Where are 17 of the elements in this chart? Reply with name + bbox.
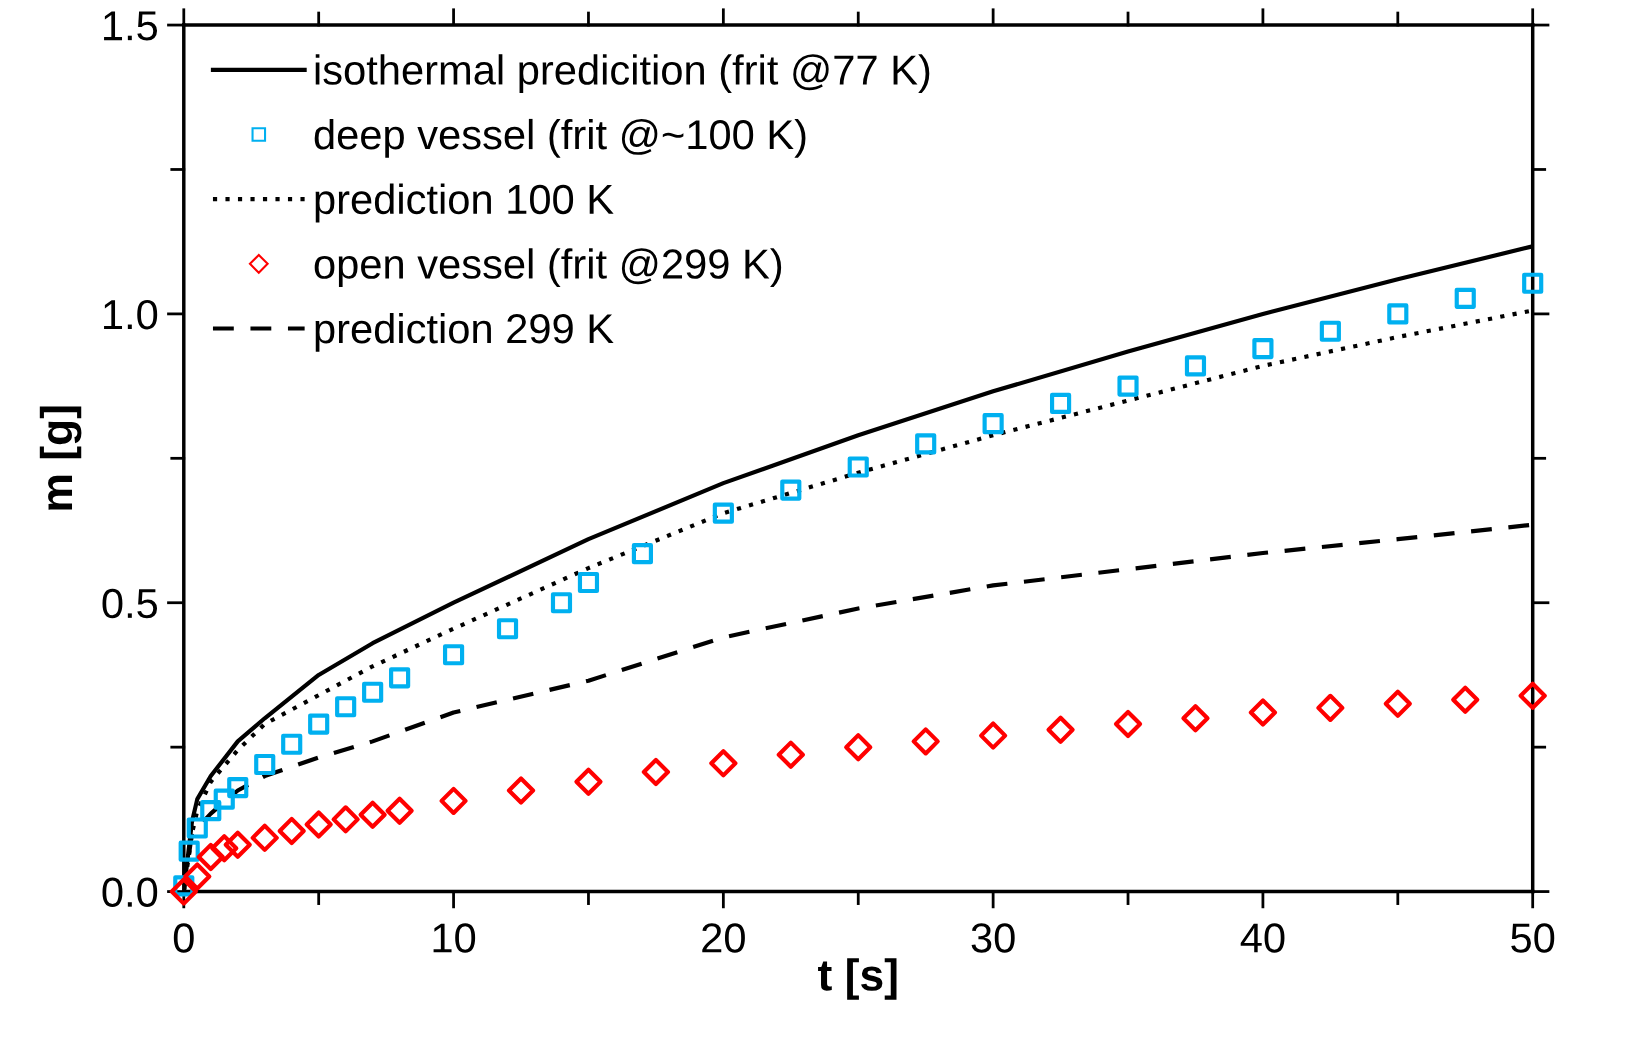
y-tick-label: 1.5 [104,11,158,41]
x-tick-label: 0 [173,923,194,953]
x-tick-label: 40 [1240,923,1285,953]
y-axis-title: m [g] [39,406,82,510]
x-tick-label: 20 [702,923,745,953]
x-tick-label: 10 [433,923,476,953]
x-tick-label: 30 [971,923,1015,953]
y-tick-label: 1.0 [104,299,158,330]
legend-label: isothermal predicition (frit @77 K) [315,54,930,94]
legend-label: deep vessel (frit @~100 K) [314,118,806,158]
y-tick-label: 0.0 [102,877,158,908]
legend-label: open vessel (frit @299 K) [314,248,782,288]
x-tick-label: 50 [1511,923,1555,953]
legend-label: prediction 100 K [315,183,614,223]
x-axis-title: t [s] [818,958,897,1000]
y-tick-label: 0.5 [102,588,158,619]
legend-label: prediction 299 K [315,312,614,352]
